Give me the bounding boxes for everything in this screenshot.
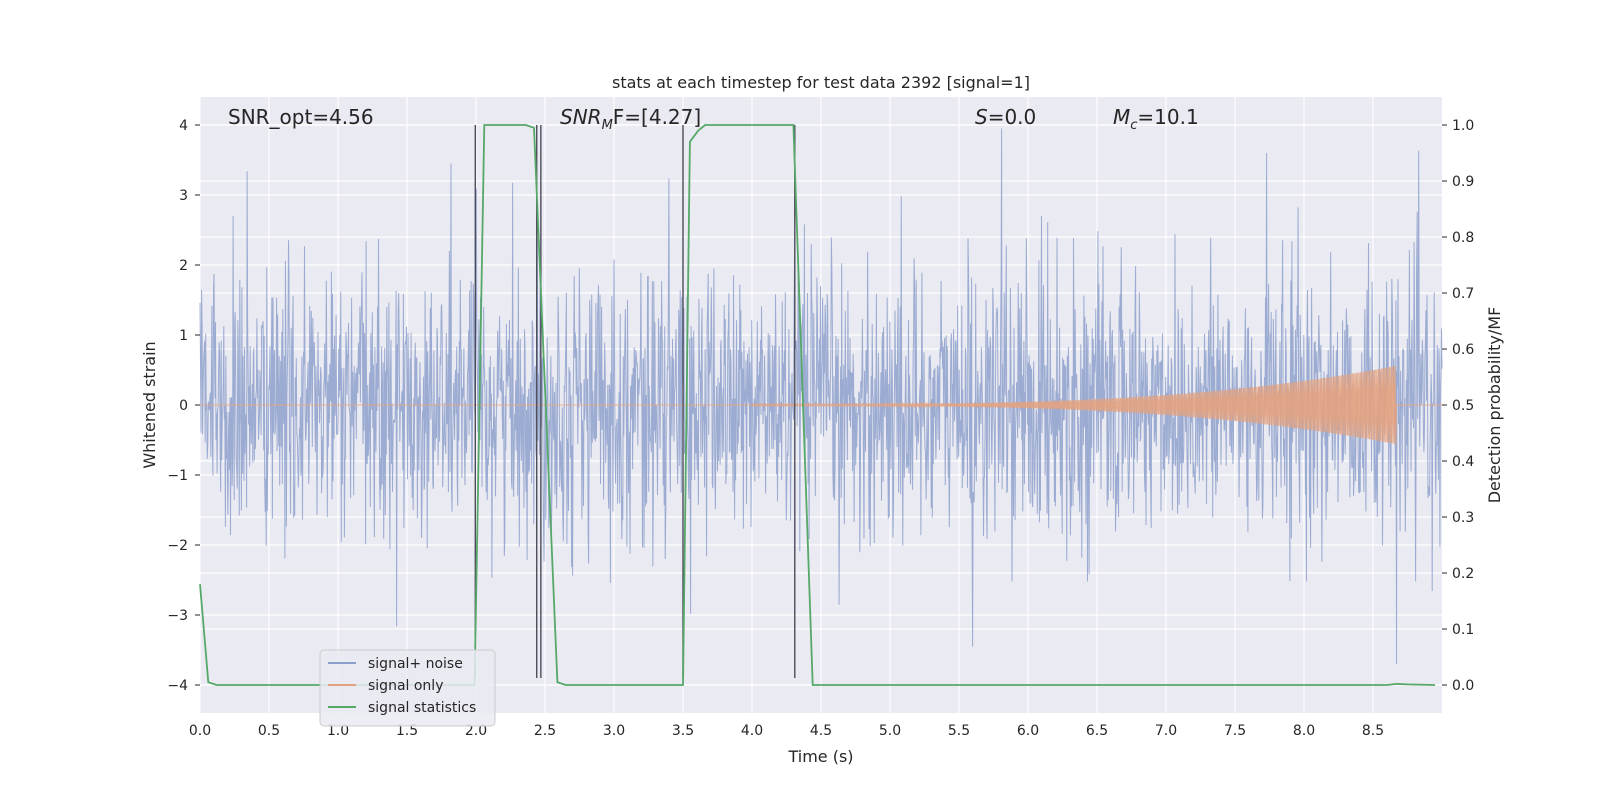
y-tick-label: 0	[179, 398, 188, 414]
axis-ticks: 0.0 0.5 1.0 1.5 2.0 2.5 3.0 3.5 4.0 4.5 5.0 5.5 6.0 6…	[167, 118, 1474, 739]
x-tick-label: 4.0	[741, 723, 763, 739]
y-right-tick-label: 0.8	[1452, 230, 1474, 246]
y-right-tick-label: 0.6	[1452, 342, 1474, 358]
y-right-tick-label: 0.3	[1452, 510, 1474, 526]
annotation-snr-mf-italic: SNR	[560, 105, 602, 129]
x-tick-label: 6.5	[1086, 723, 1108, 739]
x-tick-label: 8.0	[1293, 723, 1315, 739]
y-right-tick-label: 0.5	[1452, 398, 1474, 414]
x-axis-label: Time (s)	[787, 747, 853, 766]
signal-series	[200, 366, 1442, 445]
x-tick-label: 3.0	[603, 723, 625, 739]
annotation-snr-mf-tail: F=[4.27]	[613, 105, 701, 129]
y-right-tick-label: 0.7	[1452, 286, 1474, 302]
stats-trace	[199, 124, 1436, 686]
y-tick-label: 3	[179, 188, 188, 204]
annotation-snr-opt: SNR_opt=4.56	[228, 105, 374, 129]
y-tick-label: −4	[167, 678, 188, 694]
x-tick-label: 2.5	[534, 723, 556, 739]
annotations: SNR_opt=4.56 SNRMF=[4.27] S=0.0 Mc=10.1	[228, 105, 1199, 133]
y-axis-right-label: Detection probability/MF	[1485, 307, 1504, 504]
annotation-s: S=0.0	[975, 105, 1036, 129]
annotation-mc-sub: c	[1130, 118, 1137, 133]
x-tick-label: 8.5	[1362, 723, 1384, 739]
y-right-tick-label: 0.9	[1452, 174, 1474, 190]
annotation-snr-mf: SNRMF=[4.27]	[560, 105, 701, 133]
y-tick-label: 2	[179, 258, 188, 274]
x-tick-label: 7.0	[1155, 723, 1177, 739]
signal-trace	[200, 366, 1442, 445]
y-axis-label: Whitened strain	[140, 341, 159, 468]
annotation-mc-tail: =10.1	[1137, 105, 1198, 129]
x-tick-label: 3.5	[672, 723, 694, 739]
y-tick-label: −1	[167, 468, 188, 484]
y-tick-label: −2	[167, 538, 188, 554]
x-tick-label: 5.5	[948, 723, 970, 739]
y-right-tick-label: 0.1	[1452, 622, 1474, 638]
y-tick-label: 1	[179, 328, 188, 344]
y-right-tick-label: 0.0	[1452, 678, 1474, 694]
annotation-mc: Mc=10.1	[1113, 105, 1199, 133]
stats-series	[199, 124, 1436, 686]
y-right-tick-label: 1.0	[1452, 118, 1474, 134]
y-right-tick-label: 0.4	[1452, 454, 1474, 470]
x-tick-label: 1.5	[396, 723, 418, 739]
annotation-s-italic: S	[975, 105, 988, 129]
chart-title: stats at each timestep for test data 239…	[612, 73, 1030, 92]
x-tick-label: 0.0	[189, 723, 211, 739]
x-tick-label: 7.5	[1224, 723, 1246, 739]
x-tick-label: 6.0	[1017, 723, 1039, 739]
x-tick-label: 1.0	[327, 723, 349, 739]
annotation-s-tail: =0.0	[988, 105, 1037, 129]
legend-stats-label: signal statistics	[368, 700, 476, 716]
x-tick-label: 2.0	[465, 723, 487, 739]
y-tick-label: 4	[179, 118, 188, 134]
legend-noise-label: signal+ noise	[368, 656, 463, 672]
y-tick-label: −3	[167, 608, 188, 624]
legend-box	[319, 649, 496, 727]
legend-signal-label: signal only	[368, 678, 443, 694]
x-tick-label: 0.5	[258, 723, 280, 739]
x-tick-label: 5.0	[879, 723, 901, 739]
annotation-snr-mf-sub: M	[602, 118, 613, 133]
vertical-markers	[474, 125, 796, 678]
y-right-tick-label: 0.2	[1452, 566, 1474, 582]
annotation-mc-italic: M	[1113, 105, 1130, 129]
legend: signal+ noise signal only signal statist…	[319, 649, 496, 727]
x-tick-label: 4.5	[810, 723, 832, 739]
